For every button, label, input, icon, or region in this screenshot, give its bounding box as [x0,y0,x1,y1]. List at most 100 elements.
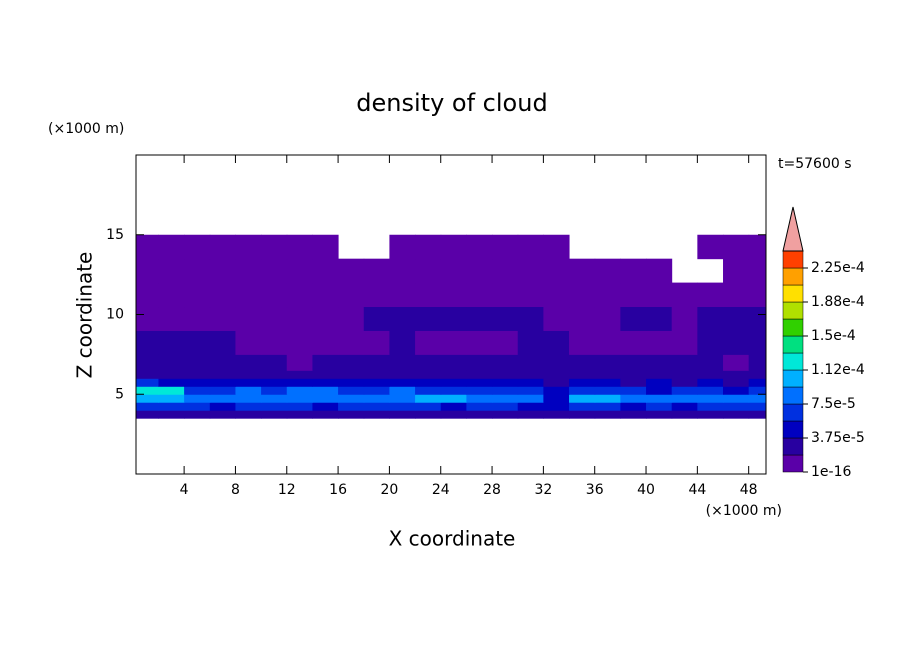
contour-cell [594,370,621,379]
contour-cell [158,378,185,387]
contour-cell [517,410,544,419]
contour-cell [415,330,442,355]
contour-cell [517,354,544,371]
contour-cell [209,386,236,395]
contour-cell [235,234,262,260]
contour-cell [209,282,236,308]
contour-cell [569,386,596,395]
contour-cell [466,258,493,284]
contour-cell [492,410,519,419]
contour-cell [440,378,467,387]
contour-cell [286,386,313,395]
contour-cell [492,354,519,371]
colorbar-tick-label: 7.5e-5 [811,396,856,412]
contour-cell [646,394,673,403]
contour-cell [594,282,621,308]
contour-cell [312,394,339,403]
contour-cell [184,258,211,284]
contour-cell [671,330,698,355]
contour-cell [286,234,313,260]
contour-cell [723,402,750,411]
contour-cell [492,386,519,395]
colorbar-tick-label: 1.5e-4 [811,328,856,344]
contour-cell [440,370,467,379]
contour-cell [440,306,467,331]
contour-cell [389,394,416,403]
contour-cell [363,410,390,419]
contour-cell [594,386,621,395]
contour-cell [543,234,570,260]
contour-cell [723,354,750,371]
contour-cell [286,410,313,419]
contour-cell [569,370,596,379]
contour-cell [569,394,596,403]
contour-cell [136,330,159,355]
contour-cell [363,306,390,331]
contour-cell [748,258,766,284]
contour-cell [286,370,313,379]
x-tick-label: 28 [483,482,501,498]
contour-cell [184,402,211,411]
contour-cell [158,370,185,379]
contour-cell [209,234,236,260]
contour-cell [723,394,750,403]
contour-cell [286,282,313,308]
contour-cell [184,354,211,371]
contour-cell [389,378,416,387]
contour-cell [466,282,493,308]
colorbar-band [782,420,804,439]
contour-cell [543,370,570,379]
contour-cell [261,330,288,355]
contour-cell [748,370,766,379]
contour-cell [158,282,185,308]
contour-cell [723,330,750,355]
contour-cell [363,258,390,284]
contour-cell [569,378,596,387]
contour-cell [209,370,236,379]
contour-cell [517,370,544,379]
contour-cell [594,258,621,284]
contour-cell [723,378,750,387]
contour-cell [569,410,596,419]
contour-cell [286,394,313,403]
contour-cell [209,330,236,355]
contour-cell [697,402,724,411]
contour-cell [646,306,673,331]
colorbar-band [782,386,804,405]
contour-cell [312,354,339,371]
contour-cell [261,378,288,387]
contour-cell [286,354,313,371]
contour-cell [184,306,211,331]
contour-cell [389,306,416,331]
contour-cell [466,354,493,371]
contour-cell [338,354,365,371]
contour-cell [492,330,519,355]
contour-cell [136,386,159,395]
colorbar-band [782,250,804,269]
contour-cell [646,378,673,387]
contour-cell [415,378,442,387]
chart-title: density of cloud [356,89,547,117]
contour-cell [569,330,596,355]
y-tick-label: 15 [106,227,124,243]
contour-cell [543,258,570,284]
contour-cell [235,306,262,331]
contour-cell [440,386,467,395]
contour-cell [594,306,621,331]
contour-cell [261,258,288,284]
contour-cell [723,306,750,331]
contour-cell [466,378,493,387]
contour-cell [723,370,750,379]
x-tick-label: 20 [380,482,398,498]
contour-cell [158,410,185,419]
contour-cell [415,282,442,308]
contour-cell [158,258,185,284]
colorbar-band [782,284,804,303]
contour-cell [646,330,673,355]
contour-cell [466,370,493,379]
contour-cell [338,410,365,419]
contour-cell [261,402,288,411]
contour-cell [620,410,647,419]
contour-cell [184,394,211,403]
contour-cell [620,386,647,395]
